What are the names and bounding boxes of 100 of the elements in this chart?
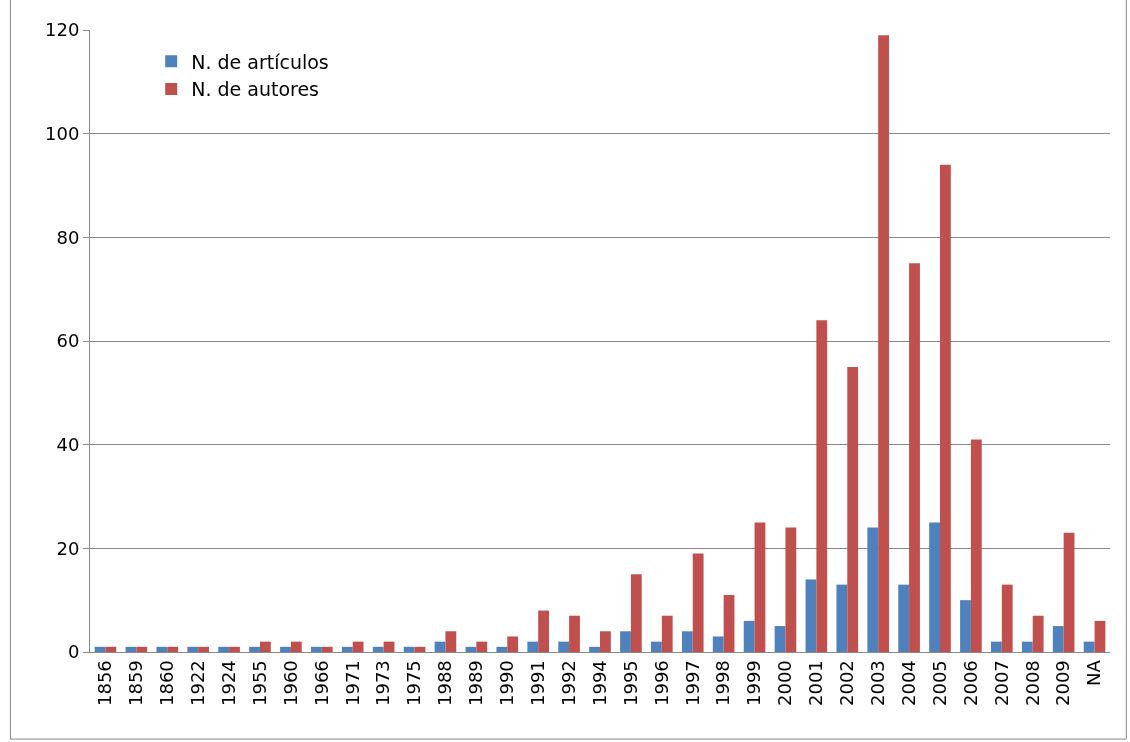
x-tick-label: 1991 bbox=[527, 660, 549, 707]
x-tick-label: 1975 bbox=[403, 660, 425, 707]
bar bbox=[105, 646, 117, 652]
bar bbox=[960, 600, 971, 652]
bar bbox=[321, 646, 333, 652]
bar bbox=[445, 631, 457, 652]
x-tick-label: 1997 bbox=[681, 660, 703, 707]
bar bbox=[260, 641, 271, 652]
x-tick-label: 1989 bbox=[465, 660, 487, 707]
x-tick-label: 2002 bbox=[836, 660, 858, 707]
bar bbox=[311, 646, 322, 652]
x-tick-label: 1995 bbox=[619, 660, 641, 707]
bar bbox=[630, 574, 642, 652]
y-tick-label: 80 bbox=[56, 226, 80, 248]
bar bbox=[600, 631, 611, 652]
y-tick-label: 120 bbox=[45, 19, 80, 41]
x-tick-label: 1990 bbox=[496, 660, 518, 707]
bar bbox=[589, 646, 600, 652]
bar bbox=[1021, 641, 1033, 652]
bar bbox=[538, 610, 549, 652]
bar bbox=[280, 646, 291, 652]
bar bbox=[1052, 626, 1064, 652]
bar bbox=[496, 646, 508, 652]
bar bbox=[198, 646, 209, 652]
bar bbox=[805, 579, 817, 652]
bar bbox=[754, 522, 766, 652]
bar bbox=[290, 641, 302, 652]
x-tick-label: 1996 bbox=[650, 660, 672, 707]
x-tick-label: 2008 bbox=[1021, 660, 1043, 707]
bar bbox=[898, 584, 910, 652]
x-tick-label: NA bbox=[1083, 659, 1105, 686]
bar bbox=[723, 594, 735, 652]
y-tick-label: 100 bbox=[45, 122, 80, 144]
bar bbox=[507, 636, 519, 652]
bar bbox=[476, 641, 488, 652]
x-tick-label: 1859 bbox=[125, 660, 147, 707]
bar bbox=[558, 641, 570, 652]
x-tick-label: 1924 bbox=[217, 660, 239, 707]
bar bbox=[372, 646, 384, 652]
x-tick-label: 2009 bbox=[1052, 660, 1074, 707]
x-tick-label: 1988 bbox=[434, 660, 456, 707]
bar bbox=[940, 164, 951, 652]
bar bbox=[909, 263, 920, 652]
bar bbox=[970, 439, 982, 652]
x-tick-label: 1998 bbox=[712, 660, 734, 707]
bar bbox=[867, 527, 879, 652]
x-tick-label: 1971 bbox=[341, 660, 363, 707]
bar bbox=[167, 646, 179, 652]
bar bbox=[187, 646, 199, 652]
bar bbox=[847, 366, 859, 652]
bar bbox=[692, 553, 704, 652]
bar bbox=[527, 641, 539, 652]
bar bbox=[836, 584, 848, 652]
x-tick-label: 1960 bbox=[279, 660, 301, 707]
bar bbox=[785, 527, 797, 652]
bar bbox=[651, 641, 662, 652]
x-tick-label: 1966 bbox=[310, 660, 332, 707]
bar bbox=[1032, 615, 1044, 652]
bar bbox=[1001, 584, 1013, 652]
x-tick-label: 1856 bbox=[94, 660, 116, 707]
bar bbox=[218, 646, 230, 652]
bar bbox=[712, 636, 724, 652]
x-tick-label: 1973 bbox=[372, 660, 394, 707]
x-tick-label: 2006 bbox=[959, 660, 981, 707]
x-tick-label: 1992 bbox=[557, 660, 579, 707]
bar bbox=[816, 320, 828, 652]
y-tick-label: 40 bbox=[56, 433, 80, 455]
bar bbox=[1063, 532, 1075, 652]
x-tick-label: 2000 bbox=[774, 660, 796, 707]
y-tick-label: 0 bbox=[67, 641, 80, 663]
bar bbox=[620, 631, 631, 652]
bar bbox=[1083, 641, 1095, 652]
bar bbox=[661, 615, 673, 652]
y-tick-label: 60 bbox=[56, 330, 80, 352]
bar bbox=[341, 646, 353, 652]
x-tick-label: 2007 bbox=[990, 660, 1012, 707]
bar bbox=[136, 646, 148, 652]
bar bbox=[681, 631, 693, 652]
x-tick-label: 2005 bbox=[928, 660, 950, 707]
bar bbox=[991, 641, 1002, 652]
x-tick-label: 2004 bbox=[897, 660, 919, 707]
bar bbox=[403, 646, 415, 652]
bar bbox=[229, 646, 240, 652]
bar bbox=[929, 522, 940, 652]
bar bbox=[249, 646, 260, 652]
legend-label: N. de artículos bbox=[191, 50, 329, 73]
x-tick-label: 1955 bbox=[248, 660, 270, 707]
bar bbox=[569, 615, 580, 652]
bar bbox=[743, 620, 755, 652]
legend-label: N. de autores bbox=[191, 78, 320, 101]
x-tick-label: 2003 bbox=[867, 660, 889, 707]
bar bbox=[352, 641, 364, 652]
x-tick-label: 2001 bbox=[805, 660, 827, 707]
x-tick-label: 1922 bbox=[187, 660, 209, 707]
bar bbox=[774, 626, 786, 652]
y-tick-label: 20 bbox=[56, 537, 80, 559]
x-tick-label: 1994 bbox=[588, 660, 610, 707]
bar bbox=[156, 646, 168, 652]
bar bbox=[1094, 620, 1106, 652]
bar bbox=[878, 35, 889, 652]
